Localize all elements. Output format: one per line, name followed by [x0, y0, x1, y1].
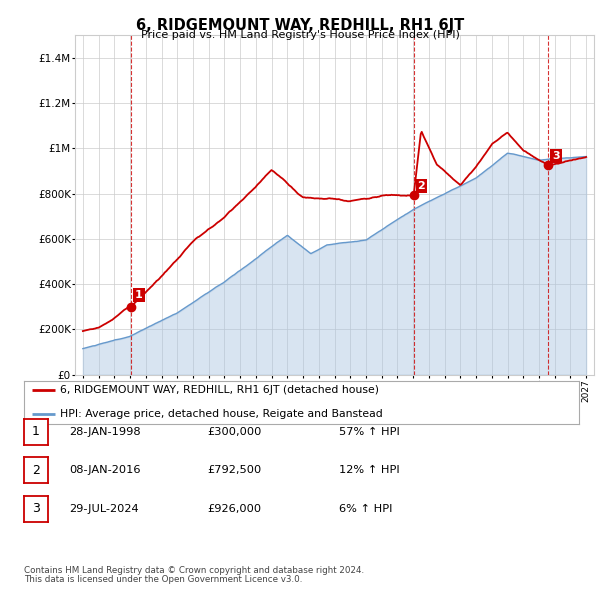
Text: 3: 3 — [32, 502, 40, 515]
Text: £300,000: £300,000 — [207, 427, 262, 437]
Text: 2: 2 — [418, 181, 425, 191]
Text: 3: 3 — [552, 151, 560, 161]
Text: Contains HM Land Registry data © Crown copyright and database right 2024.: Contains HM Land Registry data © Crown c… — [24, 566, 364, 575]
Text: £792,500: £792,500 — [207, 466, 261, 475]
Text: 28-JAN-1998: 28-JAN-1998 — [69, 427, 140, 437]
Text: 6, RIDGEMOUNT WAY, REDHILL, RH1 6JT: 6, RIDGEMOUNT WAY, REDHILL, RH1 6JT — [136, 18, 464, 32]
Text: 08-JAN-2016: 08-JAN-2016 — [69, 466, 140, 475]
Text: This data is licensed under the Open Government Licence v3.0.: This data is licensed under the Open Gov… — [24, 575, 302, 584]
Text: Price paid vs. HM Land Registry's House Price Index (HPI): Price paid vs. HM Land Registry's House … — [140, 30, 460, 40]
Text: 29-JUL-2024: 29-JUL-2024 — [69, 504, 139, 513]
Text: HPI: Average price, detached house, Reigate and Banstead: HPI: Average price, detached house, Reig… — [60, 409, 383, 419]
Text: 2: 2 — [32, 464, 40, 477]
Text: 6% ↑ HPI: 6% ↑ HPI — [339, 504, 392, 513]
Text: 1: 1 — [32, 425, 40, 438]
Text: £926,000: £926,000 — [207, 504, 261, 513]
Text: 1: 1 — [135, 290, 143, 300]
Text: 57% ↑ HPI: 57% ↑ HPI — [339, 427, 400, 437]
Text: 12% ↑ HPI: 12% ↑ HPI — [339, 466, 400, 475]
Text: 6, RIDGEMOUNT WAY, REDHILL, RH1 6JT (detached house): 6, RIDGEMOUNT WAY, REDHILL, RH1 6JT (det… — [60, 385, 379, 395]
